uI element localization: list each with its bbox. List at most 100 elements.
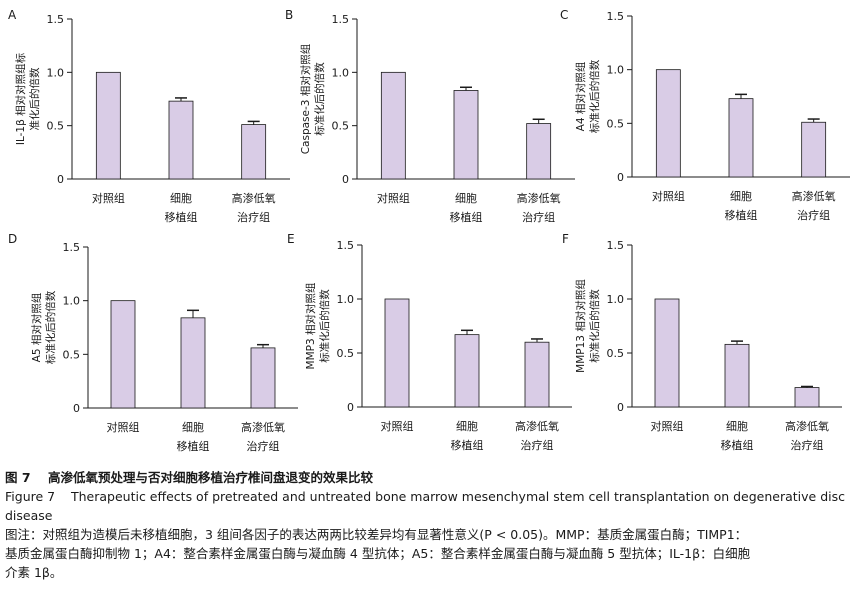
bar xyxy=(801,121,827,178)
y-tick-label: 0.5 xyxy=(47,120,65,133)
y-tick-label: 1.0 xyxy=(332,66,350,79)
x-category-label: 对照组 xyxy=(107,420,140,434)
caption-note-2: 基质金属蛋白酶抑制物 1；A4：整合素样金属蛋白酶与凝血酶 4 型抗体；A5：整… xyxy=(5,546,751,561)
x-category-label: 高渗低氧 xyxy=(232,191,276,205)
bar xyxy=(454,334,480,408)
x-category-label: 治疗组 xyxy=(797,208,830,222)
bar xyxy=(655,69,681,178)
y-axis-label: MMP13 相对对照组 xyxy=(574,279,587,373)
x-category-label: 治疗组 xyxy=(791,438,824,452)
x-category-label: 对照组 xyxy=(92,191,125,205)
y-axis-label: IL-1β 相对对照组标 xyxy=(14,52,27,145)
bar xyxy=(180,317,206,409)
y-tick-label: 0.5 xyxy=(337,347,355,360)
y-axis-label: A5 相对对照组 xyxy=(30,292,43,362)
x-category-label: 细胞 xyxy=(182,421,204,434)
x-category-label: 移植组 xyxy=(725,208,758,222)
bar xyxy=(794,387,820,408)
bar xyxy=(250,347,276,409)
bar xyxy=(95,71,121,180)
bar xyxy=(453,90,479,180)
y-tick-label: 1.0 xyxy=(63,295,81,308)
panel-label: C xyxy=(560,8,568,22)
x-category-label: 治疗组 xyxy=(521,438,554,452)
x-category-label: 移植组 xyxy=(450,210,483,224)
y-tick-label: 0.5 xyxy=(63,348,81,361)
panel-label: E xyxy=(287,232,295,246)
y-axis-label: 标准化后的倍数 xyxy=(313,62,326,136)
y-tick-label: 1.0 xyxy=(337,293,355,306)
panel-label: D xyxy=(8,232,17,246)
bar xyxy=(524,341,550,408)
x-category-label: 细胞 xyxy=(170,192,192,205)
x-category-label: 高渗低氧 xyxy=(515,419,559,433)
bar xyxy=(384,298,410,408)
y-axis-label: Caspase-3 相对对照组 xyxy=(299,43,312,154)
y-tick-label: 0 xyxy=(73,402,80,415)
y-tick-label: 1.0 xyxy=(607,64,625,77)
x-category-label: 对照组 xyxy=(651,419,684,433)
bar xyxy=(724,343,750,408)
y-tick-label: 0 xyxy=(342,173,349,186)
y-tick-label: 1.5 xyxy=(332,13,350,26)
x-category-label: 高渗低氧 xyxy=(792,189,836,203)
y-tick-label: 0 xyxy=(57,173,64,186)
y-tick-label: 1.0 xyxy=(607,293,625,306)
x-category-label: 细胞 xyxy=(456,420,478,433)
caption-title-zh: 图 7 高渗低氧预处理与否对细胞移植治疗椎间盘退变的效果比较 xyxy=(5,470,373,485)
y-axis-label: 标准化后的倍数 xyxy=(318,289,331,363)
x-category-label: 对照组 xyxy=(377,191,410,205)
y-axis-label: 准化后的倍数 xyxy=(28,67,41,130)
y-tick-label: 0 xyxy=(617,171,624,184)
x-category-label: 治疗组 xyxy=(237,210,270,224)
bar xyxy=(110,300,136,409)
y-tick-label: 0.5 xyxy=(607,347,625,360)
x-category-label: 移植组 xyxy=(451,438,484,452)
panel-label: A xyxy=(8,8,17,22)
bar xyxy=(526,123,552,180)
y-tick-label: 1.5 xyxy=(47,13,65,26)
y-axis-label: 标准化后的倍数 xyxy=(44,290,57,364)
x-category-label: 细胞 xyxy=(726,420,748,433)
panel-label: F xyxy=(562,232,569,246)
x-category-label: 移植组 xyxy=(177,439,210,453)
x-category-label: 移植组 xyxy=(721,438,754,452)
x-category-label: 高渗低氧 xyxy=(785,419,829,433)
y-tick-label: 0 xyxy=(617,401,624,414)
x-category-label: 高渗低氧 xyxy=(517,191,561,205)
caption-title-en-2: disease xyxy=(5,508,53,523)
y-axis-label: 标准化后的倍数 xyxy=(588,289,601,363)
panel-label: B xyxy=(285,8,293,22)
bar xyxy=(380,71,406,180)
x-category-label: 细胞 xyxy=(455,192,477,205)
y-tick-label: 0.5 xyxy=(607,117,625,130)
x-category-label: 对照组 xyxy=(652,189,685,203)
bar xyxy=(241,124,267,180)
y-tick-label: 1.5 xyxy=(607,10,625,23)
x-category-label: 细胞 xyxy=(730,190,752,203)
caption-note-1: 图注：对照组为造模后未移植细胞，3 组间各因子的表达两两比较差异均有显著性意义(… xyxy=(5,527,748,542)
x-category-label: 高渗低氧 xyxy=(241,420,285,434)
caption-title-en-1: Figure 7 Therapeutic effects of pretreat… xyxy=(5,489,846,504)
y-tick-label: 0.5 xyxy=(332,120,350,133)
y-axis-label: A4 相对对照组 xyxy=(574,61,587,131)
y-tick-label: 1.0 xyxy=(47,66,65,79)
x-category-label: 对照组 xyxy=(381,419,414,433)
x-category-label: 治疗组 xyxy=(522,210,555,224)
y-axis-label: 标准化后的倍数 xyxy=(588,59,601,133)
bar xyxy=(728,98,754,178)
y-tick-label: 1.5 xyxy=(607,239,625,252)
y-tick-label: 0 xyxy=(347,401,354,414)
x-category-label: 治疗组 xyxy=(247,439,280,453)
bar xyxy=(654,298,680,408)
y-tick-label: 1.5 xyxy=(63,241,81,254)
x-category-label: 移植组 xyxy=(165,210,198,224)
bar xyxy=(168,100,194,180)
